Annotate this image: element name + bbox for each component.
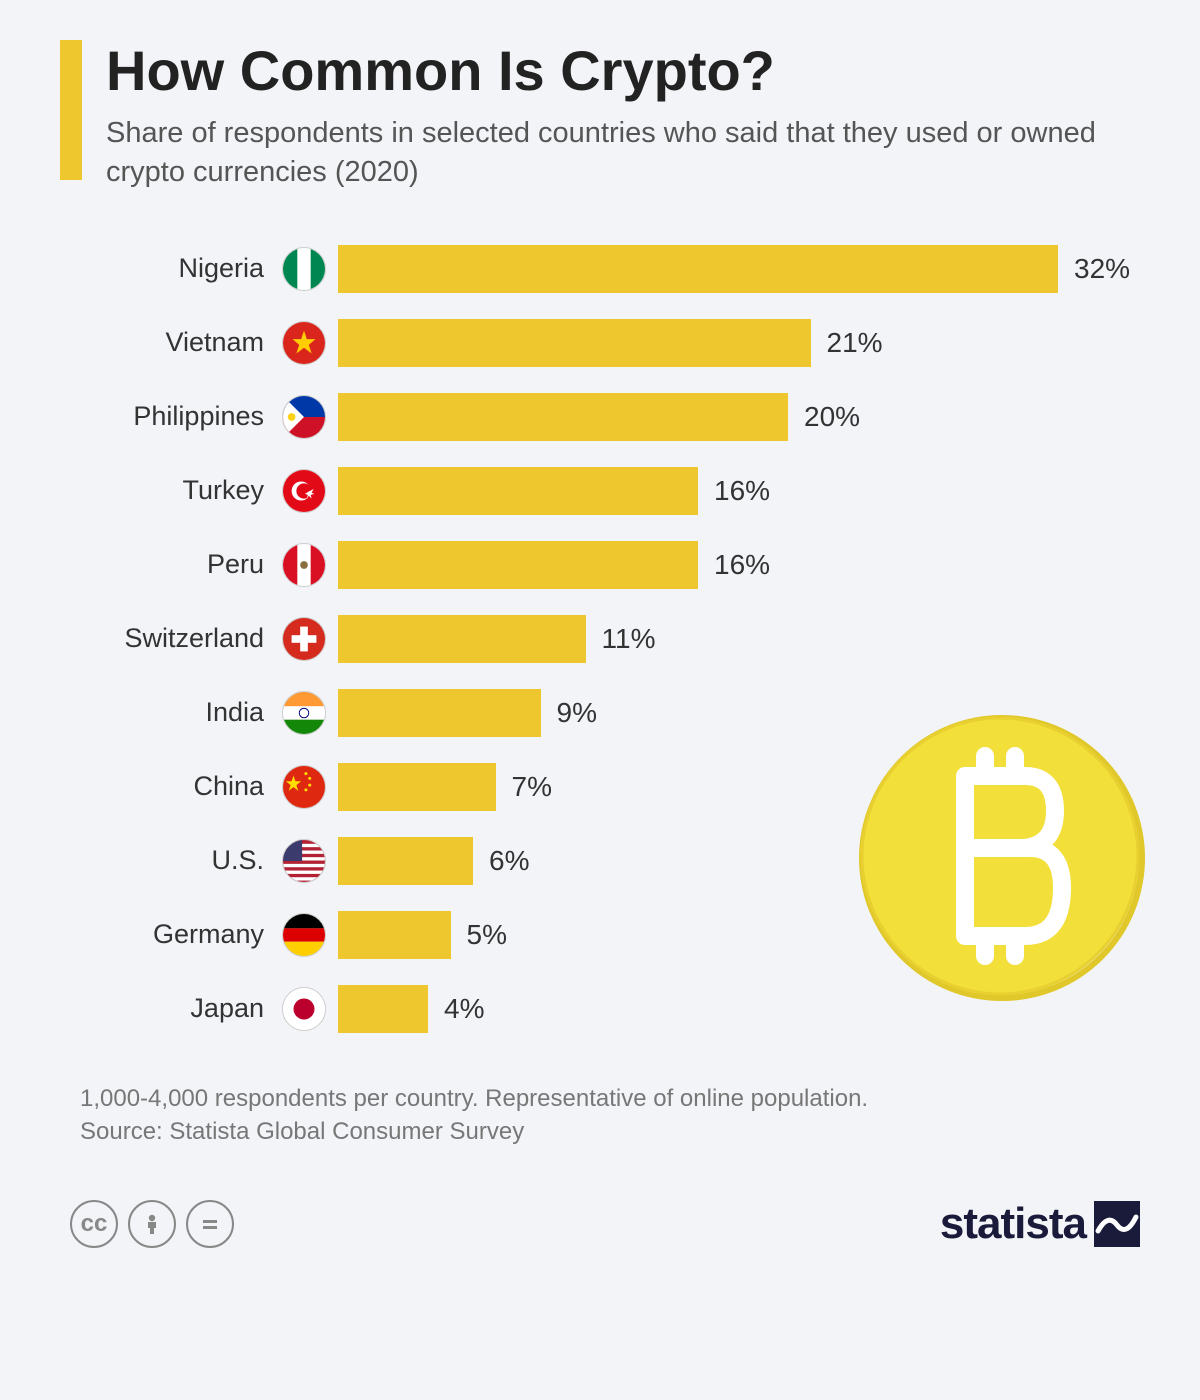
bar <box>338 467 698 515</box>
header-text: How Common Is Crypto? Share of responden… <box>106 40 1140 192</box>
bar <box>338 245 1058 293</box>
chart-row: Peru 16% <box>80 528 1140 602</box>
bar-chart: Nigeria 32% Vietnam 21% Philippines 20% Turkey… <box>80 232 1140 1046</box>
footnote-source: Source: Statista Global Consumer Survey <box>80 1115 1140 1149</box>
germany-flag-icon <box>282 913 326 957</box>
chart-title: How Common Is Crypto? <box>106 40 1140 102</box>
country-label: Peru <box>80 549 270 580</box>
cc-icon: cc <box>70 1200 118 1248</box>
turkey-flag-icon <box>282 469 326 513</box>
bar-wrap: 16% <box>338 467 1140 515</box>
bar-value: 4% <box>444 993 484 1025</box>
bar-wrap: 20% <box>338 393 1140 441</box>
country-label: Turkey <box>80 475 270 506</box>
country-label: Philippines <box>80 401 270 432</box>
footnote: 1,000-4,000 respondents per country. Rep… <box>80 1082 1140 1149</box>
bar-wrap: 21% <box>338 319 1140 367</box>
country-label: Vietnam <box>80 327 270 358</box>
cc-nd-icon <box>186 1200 234 1248</box>
chart-row: Vietnam 21% <box>80 306 1140 380</box>
bar <box>338 393 788 441</box>
vietnam-flag-icon <box>282 321 326 365</box>
switzerland-flag-icon <box>282 617 326 661</box>
bar <box>338 615 586 663</box>
chart-subtitle: Share of respondents in selected countri… <box>106 114 1140 192</box>
bitcoin-icon <box>850 706 1150 1006</box>
bar-value: 21% <box>827 327 883 359</box>
accent-bar <box>60 40 82 180</box>
bar <box>338 689 541 737</box>
bar-value: 16% <box>714 475 770 507</box>
chart-row: Philippines 20% <box>80 380 1140 454</box>
country-label: U.S. <box>80 845 270 876</box>
philippines-flag-icon <box>282 395 326 439</box>
country-label: Japan <box>80 993 270 1024</box>
country-label: Switzerland <box>80 623 270 654</box>
bar <box>338 763 496 811</box>
india-flag-icon <box>282 691 326 735</box>
nigeria-flag-icon <box>282 247 326 291</box>
footnote-line: 1,000-4,000 respondents per country. Rep… <box>80 1082 1140 1116</box>
license-icons: cc <box>70 1200 234 1248</box>
logo-text: statista <box>940 1199 1086 1249</box>
bar-value: 32% <box>1074 253 1130 285</box>
china-flag-icon <box>282 765 326 809</box>
header: How Common Is Crypto? Share of responden… <box>60 40 1140 192</box>
footer: cc statista <box>70 1199 1140 1249</box>
chart-row: Turkey 16% <box>80 454 1140 528</box>
bar-wrap: 11% <box>338 615 1140 663</box>
bar <box>338 541 698 589</box>
bar <box>338 319 811 367</box>
cc-by-icon <box>128 1200 176 1248</box>
bar-value: 20% <box>804 401 860 433</box>
bar <box>338 985 428 1033</box>
bar <box>338 911 451 959</box>
bar-wrap: 16% <box>338 541 1140 589</box>
country-label: India <box>80 697 270 728</box>
bar-wrap: 32% <box>338 245 1140 293</box>
bar <box>338 837 473 885</box>
peru-flag-icon <box>282 543 326 587</box>
statista-logo: statista <box>940 1199 1140 1249</box>
bar-value: 6% <box>489 845 529 877</box>
chart-row: Nigeria 32% <box>80 232 1140 306</box>
bar-value: 16% <box>714 549 770 581</box>
country-label: China <box>80 771 270 802</box>
us-flag-icon <box>282 839 326 883</box>
bar-value: 11% <box>602 623 656 655</box>
country-label: Nigeria <box>80 253 270 284</box>
bar-value: 9% <box>557 697 597 729</box>
bar-value: 7% <box>512 771 552 803</box>
chart-row: Switzerland 11% <box>80 602 1140 676</box>
bar-value: 5% <box>467 919 507 951</box>
country-label: Germany <box>80 919 270 950</box>
japan-flag-icon <box>282 987 326 1031</box>
logo-wave-icon <box>1094 1201 1140 1247</box>
